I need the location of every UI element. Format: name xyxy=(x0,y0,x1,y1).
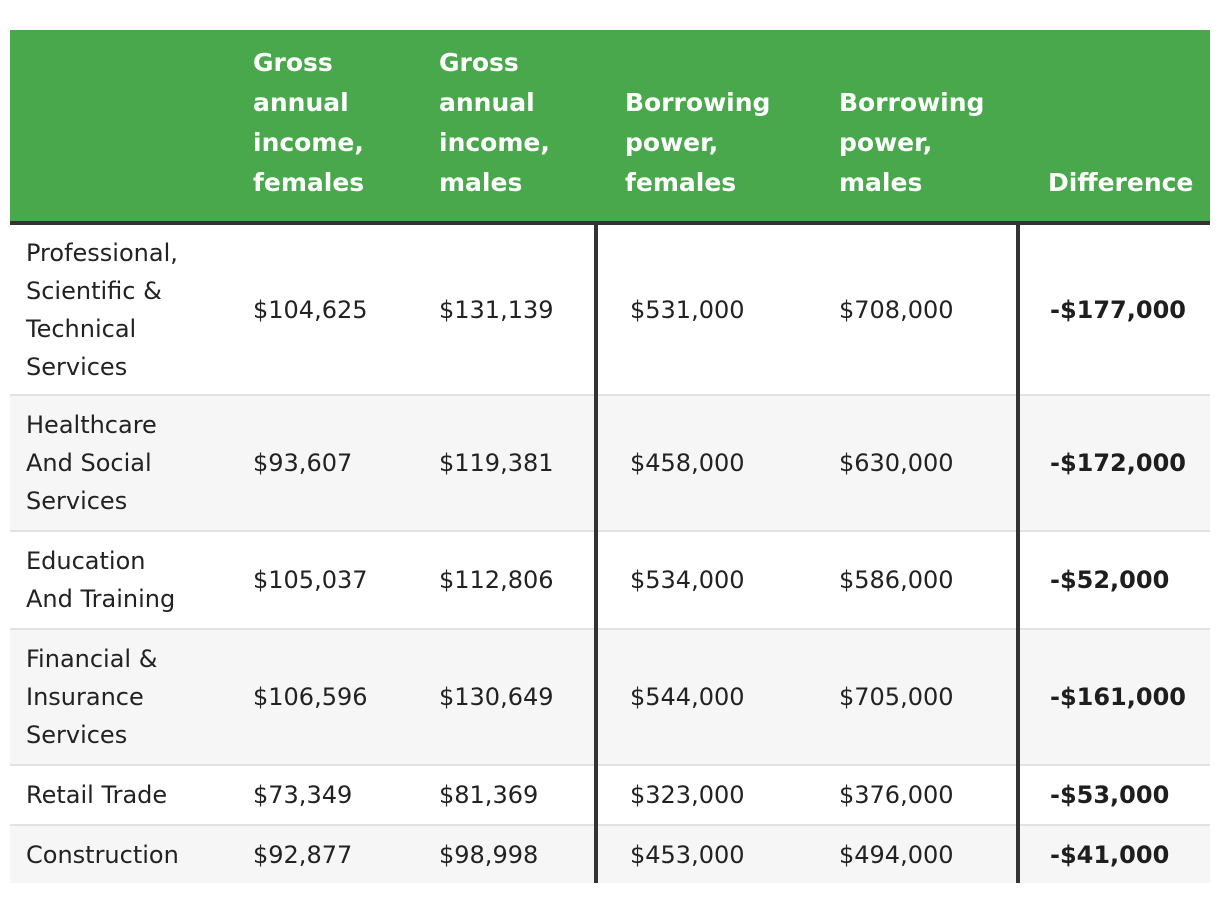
industry-line: Technical xyxy=(26,314,137,343)
table-body: Professional, Scientific & Technical Ser… xyxy=(10,223,1210,883)
header-line: Borrowing xyxy=(839,88,985,117)
table-row: Construction $92,877 $98,998 $453,000 $4… xyxy=(10,825,1210,883)
borrowing-power-male-cell: $708,000 xyxy=(818,223,1018,396)
gross-income-male-cell: $98,998 xyxy=(439,840,539,869)
header-line: income, xyxy=(439,128,550,157)
borrowing-power-female-cell: $534,000 xyxy=(594,531,818,630)
difference-cell: -$52,000 xyxy=(1016,531,1210,630)
table-row: Healthcare And Social Services $93,607 $… xyxy=(10,395,1210,532)
borrowing-power-male-cell: $630,000 xyxy=(818,395,1018,532)
header-line: females xyxy=(625,168,737,197)
borrowing-power-female-cell: $323,000 xyxy=(594,765,818,826)
borrowing-power-male-cell: $586,000 xyxy=(818,531,1018,630)
industry-line: Education xyxy=(26,547,146,575)
industry-cell: Healthcare And Social Services xyxy=(10,395,250,532)
industry-line: Healthcare xyxy=(26,411,157,439)
header-line: males xyxy=(839,168,923,197)
header-line: income, xyxy=(253,128,364,157)
header-borrowing-power-males: Borrowing power, males xyxy=(818,30,1018,225)
header-line: Gross xyxy=(253,48,333,77)
gross-income-male-cell: $119,381 xyxy=(436,395,596,532)
header-line: Borrowing xyxy=(625,88,771,117)
header-line: annual xyxy=(253,88,349,117)
difference-cell: -$161,000 xyxy=(1016,629,1210,766)
gross-income-female-cell: $104,625 xyxy=(250,223,436,396)
header-industry xyxy=(10,30,250,225)
gross-income-male-cell: $131,139 xyxy=(436,223,596,396)
difference-cell: -$53,000 xyxy=(1016,765,1210,826)
industry-line: Scientific & xyxy=(26,276,162,305)
industry-cell: Financial & Insurance Services xyxy=(10,629,250,766)
gross-income-male-cell: $112,806 xyxy=(436,531,596,630)
industry-cell: Construction xyxy=(10,825,250,883)
industry-cell: Education And Training xyxy=(10,531,250,630)
header-line: power, xyxy=(625,128,719,157)
header-line: Difference xyxy=(1048,168,1194,197)
table-row: Professional, Scientific & Technical Ser… xyxy=(10,223,1210,396)
difference-cell: -$177,000 xyxy=(1016,223,1210,396)
income-borrowing-table: Gross annual income, females Gross annua… xyxy=(10,30,1210,883)
industry-line: Services xyxy=(26,721,128,749)
table-container: Gross annual income, females Gross annua… xyxy=(10,30,1210,883)
gross-income-female-cell: $92,877 xyxy=(253,840,353,869)
borrowing-power-female-cell: $531,000 xyxy=(594,223,818,396)
industry-line: Financial & xyxy=(26,645,158,673)
header-line: annual xyxy=(439,88,535,117)
industry-line: Insurance xyxy=(26,683,144,711)
borrowing-power-female-cell: $453,000 xyxy=(594,825,818,883)
borrowing-power-male-cell: $494,000 xyxy=(839,840,954,869)
borrowing-power-male-cell: $705,000 xyxy=(818,629,1018,766)
industry-cell: Retail Trade xyxy=(10,765,250,826)
header-gross-income-females: Gross annual income, females xyxy=(250,30,436,225)
industry-line: And Training xyxy=(26,585,176,613)
header-borrowing-power-females: Borrowing power, females xyxy=(596,30,818,225)
header-line: males xyxy=(439,168,523,197)
table-row: Education And Training $105,037 $112,806… xyxy=(10,531,1210,630)
gross-income-female-cell: $93,607 xyxy=(250,395,436,532)
industry-line: Retail Trade xyxy=(26,781,168,809)
gross-income-male-cell: $81,369 xyxy=(436,765,596,826)
gross-income-female-cell: $105,037 xyxy=(250,531,436,630)
industry-line: Construction xyxy=(26,840,179,869)
header-line: power, xyxy=(839,128,933,157)
header-row: Gross annual income, females Gross annua… xyxy=(10,30,1210,225)
industry-cell: Professional, Scientific & Technical Ser… xyxy=(10,223,250,396)
gross-income-male-cell: $130,649 xyxy=(436,629,596,766)
industry-line: Professional, xyxy=(26,238,178,267)
industry-line: Services xyxy=(26,352,128,381)
header-line: females xyxy=(253,168,365,197)
table-row: Financial & Insurance Services $106,596 … xyxy=(10,629,1210,766)
gross-income-female-cell: $106,596 xyxy=(250,629,436,766)
table-header: Gross annual income, females Gross annua… xyxy=(10,30,1210,225)
borrowing-power-male-cell: $376,000 xyxy=(818,765,1018,826)
table-row: Retail Trade $73,349 $81,369 $323,000 $3… xyxy=(10,765,1210,826)
borrowing-power-female-cell: $458,000 xyxy=(594,395,818,532)
industry-line: Services xyxy=(26,487,128,515)
industry-line: And Social xyxy=(26,449,152,477)
header-line: Gross xyxy=(439,48,519,77)
borrowing-power-female-cell: $544,000 xyxy=(594,629,818,766)
difference-cell: -$172,000 xyxy=(1016,395,1210,532)
header-gross-income-males: Gross annual income, males xyxy=(436,30,596,225)
gross-income-female-cell: $73,349 xyxy=(250,765,436,826)
difference-cell: -$41,000 xyxy=(1016,825,1210,883)
header-difference: Difference xyxy=(1018,30,1210,225)
